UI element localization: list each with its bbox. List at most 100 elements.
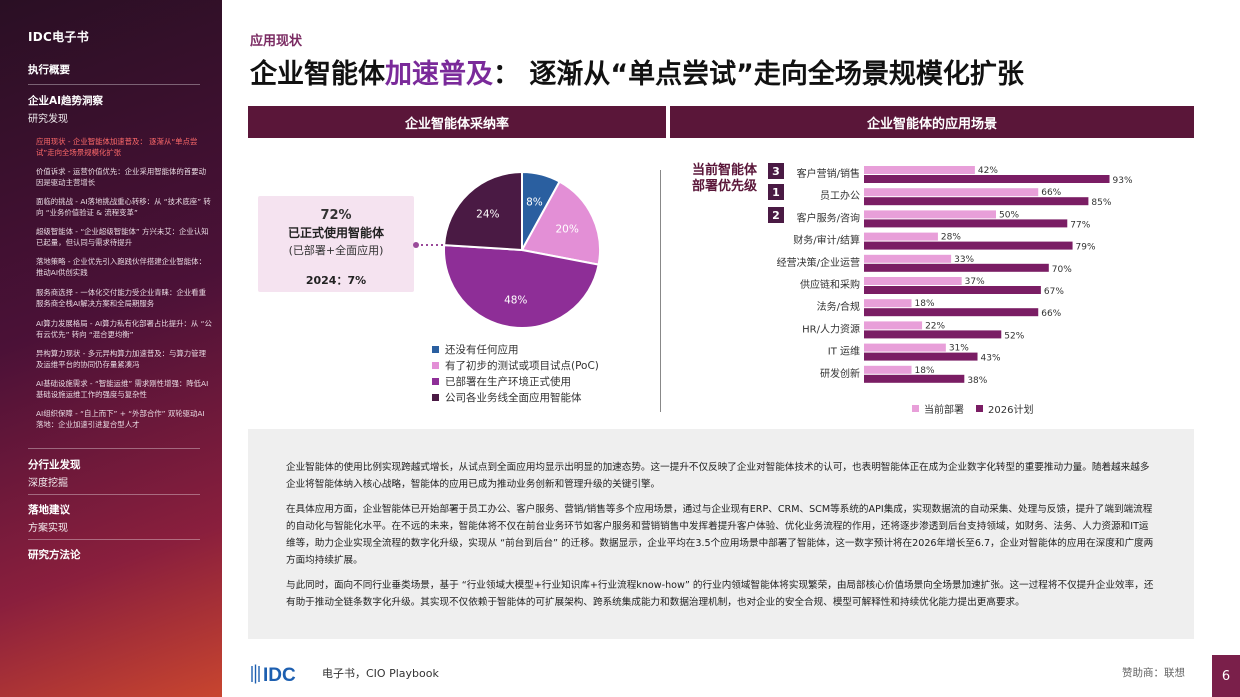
bar-current (864, 343, 946, 352)
bar-category-label: 经营决策/企业运营 (777, 256, 860, 269)
nav-methodology[interactable]: 研究方法论 (28, 549, 81, 561)
bar-current (864, 188, 1039, 197)
bar-current-value: 66% (1041, 188, 1061, 198)
bar-current-value: 31% (949, 344, 969, 354)
logo-text: IDC (263, 665, 296, 685)
legend-swatch (432, 378, 439, 385)
bar-current-value: 42% (978, 166, 998, 176)
nav-industry-findings[interactable]: 分行业发现 (28, 459, 81, 471)
bar-current-value: 33% (954, 255, 974, 265)
legend-swatch (432, 346, 439, 353)
bar-current-value: 18% (915, 366, 935, 376)
bar-current-value: 37% (965, 277, 985, 287)
bar-current (864, 365, 912, 374)
pie-slice-label: 48% (504, 295, 527, 307)
idc-logo[interactable]: IDC (250, 663, 312, 685)
bar-current (864, 299, 912, 308)
legend-swatch (976, 405, 983, 412)
bar-2026-value: 66% (1041, 309, 1061, 319)
bar-current (864, 254, 952, 263)
nav-research-findings[interactable]: 研究发现 (28, 114, 68, 125)
priority-rank-badge: 2 (768, 207, 784, 223)
body-paragraph: 与此同时，面向不同行业垂类场景，基于 “行业领域大模型+行业知识库+行业流程kn… (286, 580, 1154, 608)
bar-category-label: 研发创新 (820, 367, 860, 380)
footer-publication: 电子书，CIO Playbook (322, 667, 439, 680)
nav-item-strategy[interactable]: 落地策略 - 企业优先引入跑践伙伴搭建企业智能体：推动AI供创实践 (36, 257, 206, 277)
bar-2026-value: 70% (1052, 265, 1072, 275)
pie-slice-label: 20% (555, 224, 578, 236)
bar-category-label: 客户营销/销售 (797, 167, 860, 180)
adoption-pie-chart: 8% 20% 48% 24% (413, 170, 601, 329)
pie-legend-label: 公司各业务线全面应用智能体 (445, 392, 582, 404)
adoption-2024: 2024：7% (305, 274, 367, 287)
nav-item-vendor-selection[interactable]: 服务商选择 - 一体化交付能力受企业青睐：企业看重服务商全栈AI解决方案和全局期… (36, 288, 206, 308)
priority-rank-badge: 3 (768, 163, 784, 179)
bar-category-label: 财务/审计/结算 (793, 234, 860, 247)
sidebar-divider (28, 84, 200, 85)
bar-2026-value: 67% (1044, 287, 1064, 297)
nav-item-org-support[interactable]: AI组织保障 - “自上而下” + “外部合作” 双轮驱动AI落地：企业加速引进… (36, 409, 205, 429)
bar-2026-value: 43% (981, 354, 1001, 364)
priority-label: 当前智能体 部署优先级 (692, 163, 757, 195)
bar-2026-value: 52% (1004, 331, 1024, 341)
nav-item-heterogeneous-compute[interactable]: 异构算力现状 - 多元异构算力加速普及：与算力管理及运维平台的协同仍存量紧凑冯 (36, 349, 206, 369)
bar-2026 (864, 352, 978, 361)
footer-sponsor: 赞助商：联想 (1122, 667, 1185, 679)
bar-2026 (864, 219, 1068, 228)
pie-slice (443, 170, 523, 252)
nav-recommendations[interactable]: 落地建议 (28, 504, 70, 516)
left-panel-title: 企业智能体采纳率 (248, 106, 666, 138)
pie-legend-item: 公司各业务线全面应用智能体 (432, 390, 582, 405)
nav-item-infra-demand[interactable]: AI基础设施需求 - “智能运维” 需求刚性增强：降低AI基础设施运维工作的强度… (36, 379, 209, 399)
legend-swatch (432, 362, 439, 369)
bar-current (864, 321, 923, 330)
nav-ai-trends[interactable]: 企业AI趋势洞察 (28, 95, 104, 107)
nav-deep-dive[interactable]: 深度挖掘 (28, 478, 68, 489)
pie-legend-label: 有了初步的测试或项目试点(PoC) (445, 360, 599, 372)
nav-exec-summary[interactable]: 执行概要 (28, 64, 70, 76)
bar-2026-value: 85% (1091, 198, 1111, 208)
bar-2026 (864, 374, 965, 383)
bar-category-label: 法务/合规 (817, 300, 860, 313)
bar-2026-value: 38% (967, 376, 987, 386)
nav-item-compute-landscape[interactable]: AI算力发展格局 - AI算力私有化部署占比提升：从 “公有云优先” 转向 “混… (36, 319, 212, 339)
page-number: 6 (1212, 655, 1240, 697)
panel-separator (660, 170, 661, 412)
priority-label-line1: 当前智能体 (692, 163, 758, 178)
bar-category-label: 员工办公 (820, 189, 860, 202)
nav-item-super-agent[interactable]: 超级智能体 - “企业超级智能体” 方兴未艾：企业认知已起量，但认同与需求待提升 (36, 227, 209, 247)
title-part-b: ： 逐渐从“单点尝试”走向全场景规模化扩张 (493, 59, 1024, 90)
bar-2026 (864, 286, 1041, 294)
pie-legend-item: 还没有任何应用 (432, 342, 519, 357)
bar-2026-value: 93% (1113, 176, 1133, 186)
bar-current-value: 50% (999, 210, 1019, 220)
pie-slice-label: 8% (526, 197, 543, 209)
priority-label-line2: 部署优先级 (692, 179, 758, 194)
adoption-line2: (已部署+全面应用) (288, 244, 384, 257)
bar-category-label: 供应链和采购 (800, 278, 860, 291)
nav-item-value-demand[interactable]: 价值诉求 - 运营价值优先：企业采用智能体的首要动因是驱动主营增长 (36, 167, 206, 187)
bar-category-label: IT 运维 (828, 345, 860, 358)
bar-2026 (864, 197, 1089, 206)
right-panel-title: 企业智能体的应用场景 (670, 106, 1194, 138)
bar-2026 (864, 330, 1002, 339)
adoption-percent: 72% (320, 208, 352, 223)
legend-swatch (912, 405, 919, 412)
page-title: 企业智能体加速普及： 逐渐从“单点尝试”走向全场景规模化扩张 (250, 52, 1024, 91)
bar-2026-value: 77% (1070, 220, 1090, 230)
bar-current (864, 232, 938, 241)
bar-current-value: 18% (915, 299, 935, 309)
sidebar-divider (28, 448, 200, 449)
nav-plan[interactable]: 方案实现 (28, 523, 68, 534)
pie-slice (520, 180, 601, 266)
bar-current (864, 210, 996, 219)
section-kicker: 应用现状 (250, 34, 303, 49)
bar-category-label: 客户服务/咨询 (797, 211, 860, 224)
adoption-summary-card: 72% 已正式使用智能体 (已部署+全面应用) 2024：7% (258, 196, 414, 292)
bar-current-value: 28% (941, 233, 961, 243)
sidebar-brand[interactable]: IDC电子书 (28, 30, 90, 44)
nav-item-application-status[interactable]: 应用现状 - 企业智能体加速普及： 逐渐从“单点尝试”走向全场景规模化扩张 (36, 137, 198, 157)
adoption-line1: 已正式使用智能体 (287, 226, 384, 240)
nav-item-challenges[interactable]: 面临的挑战 - AI落地挑战重心转移：从 “技术底座” 转向 “业务价值验证 &… (36, 197, 211, 217)
body-paragraph: 企业智能体的使用比例实现跨越式增长，从试点到全面应用均显示出明显的加速态势。这一… (286, 462, 1150, 490)
